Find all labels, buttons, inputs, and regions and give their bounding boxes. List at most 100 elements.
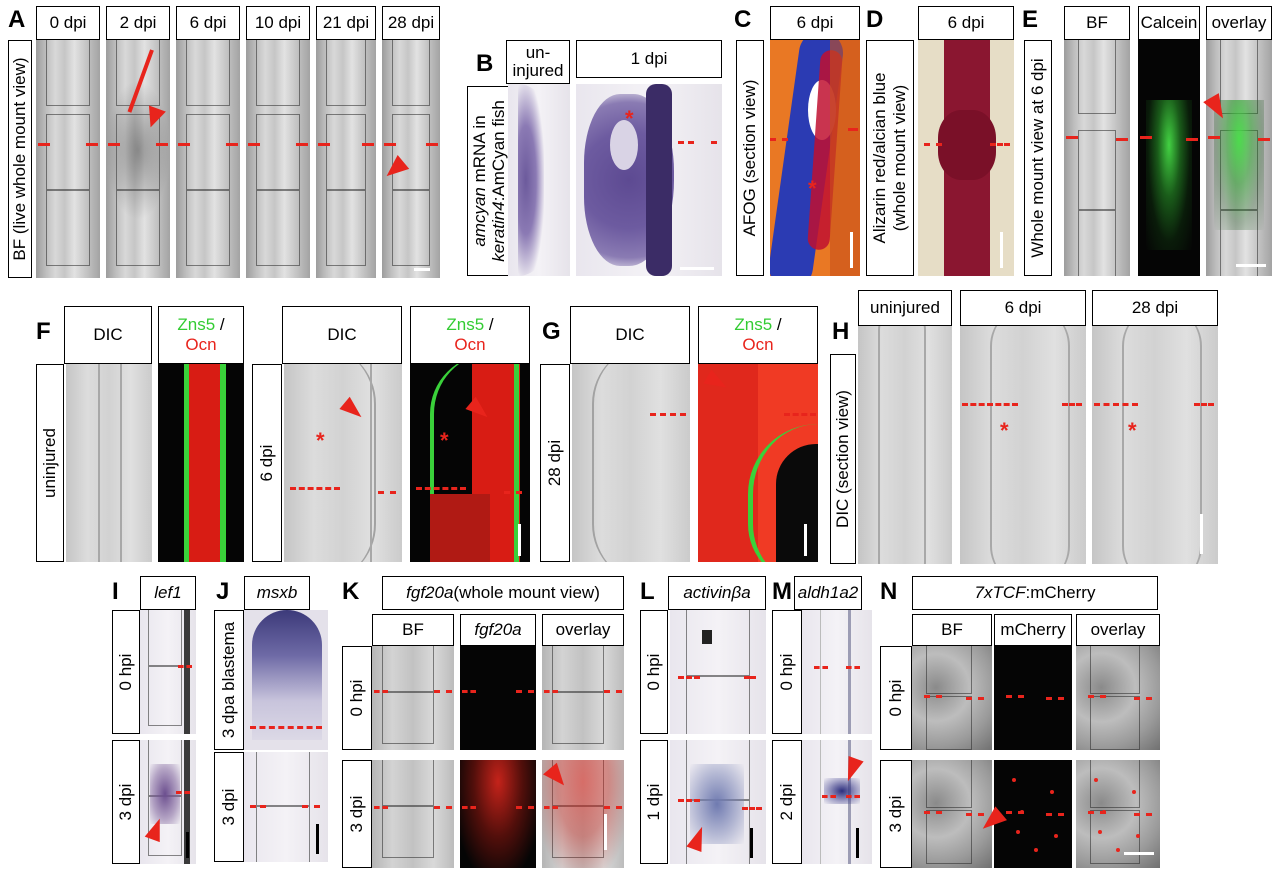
panel-label-m: M [772,578,792,605]
scale-bar [186,832,189,858]
panel-e-image-0 [1064,40,1130,276]
panel-a-header-3: 10 dpi [246,6,310,40]
scale-bar [604,814,607,850]
panel-a-header-4: 21 dpi [316,6,376,40]
panel-label-h: H [832,318,850,345]
panel-e-header-0: BF [1064,6,1130,40]
asterisk-marker: * [316,428,325,453]
panel-f-header-stain1: Zns5 /Ocn [158,306,244,364]
panel-h-image-0 [858,326,952,564]
panel-h-image-2: * [1092,326,1218,564]
panel-n-header-0: BF [912,614,992,646]
epidermis-stain [518,84,544,276]
panel-i-row-label-1: 3 dpi [112,740,140,864]
panel-e-image-1 [1138,40,1200,276]
panel-a-side-label: BF (live whole mount view) [8,40,32,278]
scale-bar [1000,232,1003,268]
panel-l-header: activinβa [668,576,766,610]
panel-a-header-2: 6 dpi [176,6,240,40]
panel-m-row-label-0: 0 hpi [772,610,802,734]
panel-label-i: I [112,578,119,605]
scale-bar [856,828,859,858]
panel-d-image [918,40,1014,276]
panel-b-header-uninjured: un-injured [506,40,570,84]
panel-b-side-label: amcyan mRNA in keratin4:AmCyan fish [467,86,511,276]
panel-d-side-label: Alizarin red/alcian blue (whole mount vie… [866,40,914,276]
panel-d-header: 6 dpi [918,6,1014,40]
asterisk-marker: * [808,176,817,201]
arrowhead-marker [840,755,864,785]
panel-a-image-5 [382,40,440,278]
panel-label-f: F [36,318,51,345]
panel-label-c: C [734,6,752,33]
panel-j-image-1 [244,752,328,862]
panel-n-header-2: overlay [1076,614,1160,646]
panel-k-image-1-0 [372,760,454,868]
panel-k-image-0-1 [460,646,536,750]
panel-e-header-1: Calcein [1138,6,1200,40]
panel-n-image-1-2 [1076,760,1160,868]
panel-n-row-label-1: 3 dpi [880,760,912,868]
panel-f-dic-6dpi: * [284,364,402,562]
panel-a-image-3 [246,40,310,278]
scale-bar [518,524,521,556]
scale-bar [750,828,753,858]
scale-bar [680,267,714,270]
panel-h-header-2: 28 dpi [1092,290,1218,326]
panel-m-header: aldh1a2 [794,576,862,610]
panel-i-image-0 [140,610,196,734]
panel-f-fluor-6dpi: * [410,364,530,562]
panel-label-a: A [8,6,26,33]
panel-c-header: 6 dpi [770,6,860,40]
panel-label-n: N [880,578,898,605]
panel-label-k: K [342,578,360,605]
panel-n-image-1-1 [994,760,1072,868]
panel-i-image-1 [140,740,196,864]
panel-g-header-stain: Zns5 /Ocn [698,306,818,364]
panel-b-image-uninjured [508,84,570,276]
panel-f-row-label-uninjured: uninjured [36,364,64,562]
panel-i-header: lef1 [140,576,196,610]
panel-k-header-1: fgf20a [460,614,536,646]
panel-a-header-5: 28 dpi [382,6,440,40]
panel-e-image-2 [1206,40,1272,276]
panel-m-image-0 [802,610,872,734]
panel-b-image-1dpi: * [576,84,722,276]
panel-f-header-dic2: DIC [282,306,402,364]
asterisk-marker: * [440,428,449,453]
panel-l-row-label-1: 1 dpi [640,740,668,864]
panel-label-g: G [542,318,561,345]
panel-l-row-label-0: 0 hpi [640,610,668,734]
panel-k-image-0-0 [372,646,454,750]
panel-k-row-label-0: 0 hpi [342,646,372,750]
asterisk-marker: * [1128,418,1137,443]
panel-l-image-0 [670,610,766,734]
scale-bar [850,232,853,268]
panel-e-side-label: Whole mount view at 6 dpi [1024,40,1052,276]
scale-bar [804,524,807,556]
scale-bar [1236,264,1266,267]
panel-label-e: E [1022,6,1039,33]
panel-a-image-0 [36,40,100,278]
panel-n-title: 7xTCF:mCherry [912,576,1158,610]
panel-f-fluor-uninjured [158,364,244,562]
panel-g-header-dic: DIC [570,306,690,364]
panel-l-image-1 [670,740,766,864]
panel-e-header-2: overlay [1206,6,1272,40]
panel-c-image: * [770,40,860,276]
panel-f-row-label-6dpi: 6 dpi [252,364,282,562]
panel-j-row-label-0: 3 dpa blastema [214,610,244,750]
panel-a-header-0: 0 dpi [36,6,100,40]
asterisk-marker: * [625,106,634,131]
asterisk-marker: * [1000,418,1009,443]
panel-k-image-0-2 [542,646,624,750]
panel-label-d: D [866,6,884,33]
scale-bar [414,268,430,271]
panel-n-image-0-1 [994,646,1072,750]
panel-i-row-label-0: 0 hpi [112,610,140,734]
panel-n-header-1: mCherry [994,614,1072,646]
panel-g-dic [572,364,690,562]
panel-label-l: L [640,578,655,605]
panel-c-side-label: AFOG (section view) [736,40,764,276]
panel-m-row-label-1: 2 dpi [772,740,802,864]
